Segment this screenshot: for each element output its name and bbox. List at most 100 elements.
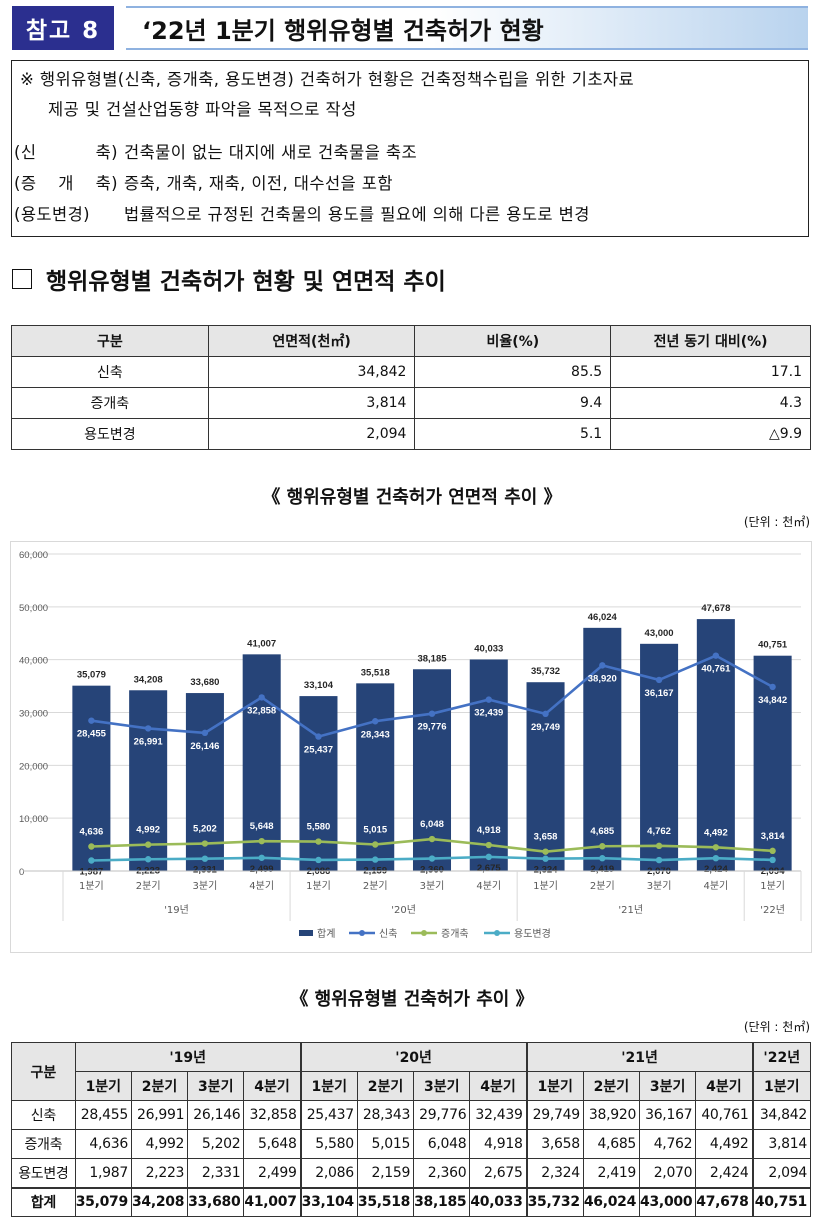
table-cell: 40,033 [469, 1186, 528, 1217]
x-tick-label: 3분기 [420, 880, 445, 892]
table-cell: 5.1 [414, 418, 612, 450]
series-point [655, 842, 663, 850]
data-label: 4,918 [477, 825, 501, 836]
data-label: 2,499 [250, 864, 274, 875]
area-trend-chart: 0 10,000 20,000 30,000 40,000 50,000 60,000 35,… [10, 541, 812, 953]
table-cell: 32,858 [243, 1100, 302, 1130]
table-cell: 3,814 [751, 1129, 811, 1159]
definition-label: (증 개 축) [14, 168, 118, 199]
bar [753, 655, 792, 871]
data-label: 2,324 [534, 865, 558, 876]
y-tick-label: 40,000 [19, 656, 48, 667]
table-cell: 2,094 [751, 1158, 811, 1188]
data-label: 29,776 [417, 722, 446, 733]
data-label: 32,439 [474, 708, 503, 719]
data-label: 29,749 [531, 722, 560, 733]
table-cell: 38,185 [413, 1186, 471, 1217]
quarter-header: 1분기 [525, 1071, 584, 1101]
series-point [144, 856, 152, 863]
table-cell: 34,842 [751, 1100, 811, 1130]
data-label: 32,858 [247, 705, 276, 716]
quarter-header: 4분기 [695, 1071, 754, 1101]
x-tick-label: 1분기 [760, 880, 785, 892]
x-tick-label: 2분기 [136, 880, 161, 892]
table-cell: 2,070 [639, 1158, 697, 1188]
series-point [88, 717, 95, 724]
legend-marker [494, 930, 500, 936]
legend-label: 증개축 [441, 928, 469, 940]
reference-badge: 참고 8 [12, 6, 114, 50]
table-cell: 5,015 [356, 1129, 415, 1159]
table-cell: 2,159 [356, 1158, 415, 1188]
quarter-header: 2분기 [356, 1071, 415, 1101]
data-label: 28,343 [361, 729, 390, 740]
definition-new-construction: (신 축) 건축물이 없는 대지에 새로 건축물을 축조 [14, 137, 800, 168]
quarter-header: 1분기 [299, 1071, 358, 1101]
data-label: 40,761 [701, 664, 731, 675]
data-label: 4,762 [647, 826, 671, 837]
data-label: 33,680 [190, 677, 219, 688]
table-cell: 9.4 [414, 387, 612, 419]
table-cell: 40,751 [751, 1186, 811, 1217]
table-cell: 1,987 [74, 1158, 132, 1188]
table-row: 합계 35,079 34,208 33,680 41,007 33,104 35,518 38… [11, 1186, 811, 1217]
x-tick-label: 1분기 [533, 880, 558, 892]
summary-header-row: 구분 연면적(천㎡) 비율(%) 전년 동기 대비(%) [11, 325, 811, 357]
series-point [258, 837, 265, 845]
year-header-2020: '20년 [299, 1042, 528, 1072]
data-label: 6,048 [420, 819, 444, 830]
data-label: 40,033 [474, 643, 503, 654]
definition-label: (용도변경) [14, 199, 118, 230]
quarter-header: 3분기 [639, 1071, 697, 1101]
quarter-header: 3분기 [187, 1071, 245, 1101]
table-cell: 32,439 [469, 1100, 528, 1130]
year-header-2021: '21년 [525, 1042, 754, 1072]
x-tick-label: 2분기 [363, 880, 388, 892]
table-cell: 5,648 [243, 1129, 302, 1159]
row-label: 용도변경 [11, 1158, 76, 1188]
table-cell: 33,104 [299, 1186, 358, 1217]
square-bullet-icon [12, 269, 32, 289]
table-cell: 3,814 [207, 387, 416, 419]
series-point [201, 840, 209, 847]
series-point [144, 841, 152, 848]
page-header: 참고 8 ‘22년 1분기 행위유형별 건축허가 현황 [12, 6, 808, 50]
table-cell: 3,658 [525, 1129, 584, 1159]
data-label: 34,842 [758, 695, 787, 706]
x-group-label: '21년 [618, 904, 643, 916]
bar [299, 696, 338, 871]
quarter-header: 3분기 [413, 1071, 471, 1101]
definition-label-close: 축) [95, 174, 118, 193]
series-point [769, 847, 776, 855]
table-cell: 34,208 [130, 1186, 189, 1217]
bar [469, 659, 508, 871]
table-cell: 2,360 [413, 1158, 471, 1188]
table-cell: 4,685 [582, 1129, 641, 1159]
y-tick-label: 30,000 [19, 709, 48, 720]
data-label: 3,658 [534, 832, 558, 843]
y-tick-label: 20,000 [19, 761, 48, 772]
series-point [315, 733, 322, 740]
definition-label-open: (용도변경) [14, 205, 90, 224]
table-cell: 47,678 [695, 1186, 754, 1217]
chart-unit: (단위 : 천㎡) [743, 515, 810, 529]
x-tick-label: 1분기 [79, 880, 104, 892]
year-header-2022: '22년 [751, 1042, 811, 1072]
table-cell: 38,920 [582, 1100, 641, 1130]
series-point [712, 652, 720, 659]
series-point [88, 857, 95, 864]
row-label: 신축 [11, 1100, 76, 1130]
table-cell: 35,079 [74, 1186, 132, 1217]
table-cell: 40,761 [695, 1100, 754, 1130]
definition-description: 증축, 개축, 재축, 이전, 대수선을 포함 [124, 174, 393, 193]
series-point [372, 718, 379, 725]
row-label: 용도변경 [11, 418, 209, 450]
data-label: 5,015 [363, 825, 387, 836]
data-label: 1,987 [79, 867, 103, 878]
legend-marker [421, 930, 427, 936]
table-row: 신축 34,842 85.5 17.1 [11, 356, 811, 388]
series-point [258, 694, 265, 701]
row-label: 신축 [11, 356, 209, 388]
bar [129, 690, 168, 871]
table-cell: 2,094 [207, 418, 416, 450]
